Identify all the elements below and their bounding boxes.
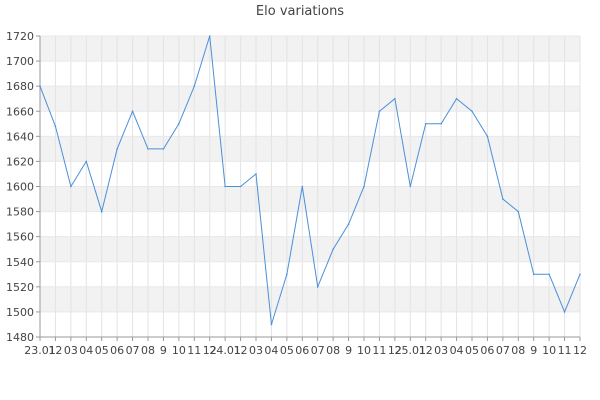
x-tick-label: 08 [141, 344, 155, 357]
x-tick-label: 12 [48, 344, 62, 357]
data-point [394, 97, 396, 100]
data-point [70, 185, 72, 188]
data-point [147, 148, 149, 150]
x-tick-label: 07 [496, 344, 510, 357]
y-tick-label: 1500 [6, 306, 34, 319]
x-tick-label: 23.01 [24, 344, 56, 357]
x-tick-label: 9 [160, 344, 167, 357]
x-tick-label: 11 [372, 344, 386, 357]
y-tick-label: 1520 [6, 281, 34, 294]
x-tick-label: 05 [465, 344, 479, 357]
x-tick-label: 07 [311, 344, 325, 357]
data-point [224, 185, 226, 188]
data-point [116, 148, 118, 150]
x-tick-label: 04 [79, 344, 93, 357]
x-tick-label: 08 [511, 344, 525, 357]
data-point [471, 110, 473, 113]
data-point [563, 311, 566, 313]
y-tick-label: 1560 [6, 231, 34, 244]
x-tick-label: 9 [345, 344, 352, 357]
data-point [378, 110, 381, 113]
y-tick-label: 1620 [6, 155, 34, 168]
data-point [54, 125, 57, 128]
x-tick-label: 03 [434, 344, 448, 357]
data-point [316, 286, 319, 288]
data-point [502, 198, 504, 200]
elo-series-line [39, 35, 581, 325]
data-point [409, 185, 412, 188]
y-tick-label: 1580 [6, 206, 34, 219]
data-point [239, 185, 242, 188]
x-tick-label: 07 [126, 344, 140, 357]
grid-band [40, 286, 580, 312]
x-tick-label: 12 [234, 344, 248, 357]
data-point [579, 273, 581, 276]
x-tick-label: 03 [249, 344, 263, 357]
data-point [286, 273, 288, 276]
data-point [208, 35, 211, 37]
y-tick-label: 1540 [6, 256, 34, 269]
data-point [178, 122, 180, 125]
y-tick-label: 1700 [6, 55, 34, 68]
data-point [255, 173, 257, 175]
data-point [301, 185, 304, 188]
grid-band [40, 86, 580, 112]
x-tick-label: 03 [64, 344, 78, 357]
y-tick-label: 1660 [6, 105, 34, 118]
grid-band [40, 36, 580, 62]
data-point [455, 97, 458, 100]
data-point [100, 210, 103, 213]
data-point [131, 110, 134, 113]
grid-band [40, 136, 580, 162]
data-point [270, 323, 273, 326]
x-tick-label: 12 [388, 344, 402, 357]
x-tick-label: 06 [480, 344, 494, 357]
x-tick-label: 05 [95, 344, 109, 357]
x-tick-label: 10 [542, 344, 556, 357]
x-tick-label: 24.01 [209, 344, 241, 357]
x-tick-label: 05 [280, 344, 294, 357]
data-point [193, 85, 196, 87]
x-tick-label: 9 [530, 344, 537, 357]
x-tick-label: 12 [573, 344, 587, 357]
x-tick-label: 25.01 [395, 344, 427, 357]
x-tick-label: 10 [172, 344, 186, 357]
x-tick-label: 12 [203, 344, 217, 357]
data-point [162, 148, 165, 150]
x-tick-label: 10 [357, 344, 371, 357]
x-tick-label: 08 [326, 344, 340, 357]
y-tick-label: 1640 [6, 130, 34, 143]
y-tick-label: 1600 [6, 181, 34, 194]
grid-band [40, 236, 580, 262]
x-tick-label: 06 [295, 344, 309, 357]
data-point [332, 248, 334, 251]
data-point [440, 122, 442, 125]
x-tick-label: 04 [450, 344, 464, 357]
x-tick-label: 11 [558, 344, 572, 357]
data-point [39, 85, 41, 87]
chart-title: Elo variations [255, 4, 345, 19]
x-tick-label: 04 [264, 344, 278, 357]
data-point [486, 135, 489, 138]
y-tick-label: 1680 [6, 80, 34, 93]
x-tick-label: 11 [187, 344, 201, 357]
data-point [532, 273, 535, 276]
grid-band [40, 186, 580, 212]
data-point [363, 185, 365, 188]
x-tick-label: 12 [419, 344, 433, 357]
data-point [517, 210, 520, 213]
x-tick-label: 06 [110, 344, 124, 357]
data-point [347, 223, 350, 225]
y-tick-label: 1480 [6, 331, 34, 344]
data-point [548, 273, 550, 276]
data-point [424, 122, 427, 125]
data-point [85, 160, 88, 163]
y-tick-label: 1720 [6, 30, 34, 43]
